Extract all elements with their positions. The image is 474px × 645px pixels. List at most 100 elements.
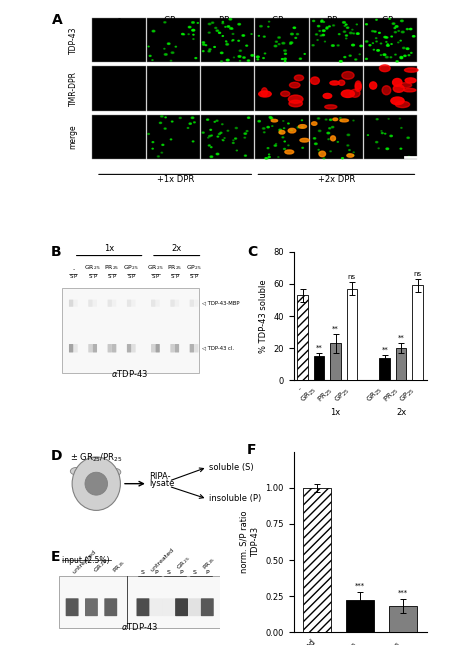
Ellipse shape [347, 134, 350, 135]
Ellipse shape [216, 30, 219, 32]
Text: RIPA-: RIPA- [149, 471, 171, 481]
Ellipse shape [377, 50, 379, 51]
Ellipse shape [299, 124, 307, 128]
Text: 2x: 2x [172, 244, 182, 253]
Ellipse shape [323, 94, 332, 99]
Ellipse shape [322, 34, 325, 35]
Ellipse shape [391, 97, 404, 104]
Ellipse shape [328, 26, 330, 27]
Text: S: S [141, 570, 145, 575]
Ellipse shape [326, 28, 328, 29]
Ellipse shape [108, 468, 121, 476]
Ellipse shape [390, 135, 392, 137]
Ellipse shape [401, 31, 404, 33]
Ellipse shape [321, 20, 323, 21]
Ellipse shape [405, 78, 416, 83]
Bar [201, 115, 255, 159]
Ellipse shape [161, 152, 163, 153]
Ellipse shape [83, 500, 96, 508]
Ellipse shape [278, 37, 280, 38]
Ellipse shape [283, 148, 285, 150]
Ellipse shape [211, 22, 214, 23]
Text: ◁ TDP-43-MBP: ◁ TDP-43-MBP [202, 301, 240, 306]
Text: GP$_{25}$: GP$_{25}$ [186, 263, 202, 272]
Ellipse shape [226, 59, 229, 61]
Bar [297, 295, 308, 381]
Ellipse shape [404, 88, 416, 92]
Ellipse shape [202, 44, 205, 45]
Bar [303, 488, 331, 632]
Ellipse shape [375, 141, 378, 143]
Text: ◁ TDP-43 cl.: ◁ TDP-43 cl. [202, 346, 235, 351]
Bar [412, 286, 423, 381]
Text: PR$_{25}$: PR$_{25}$ [111, 557, 128, 575]
Ellipse shape [380, 65, 390, 72]
Ellipse shape [207, 119, 209, 120]
Text: +1x DPR: +1x DPR [156, 175, 194, 184]
Ellipse shape [281, 91, 290, 97]
Ellipse shape [410, 28, 412, 30]
Text: PR$_{25}$: PR$_{25}$ [201, 555, 218, 572]
Ellipse shape [288, 123, 289, 124]
Text: S: S [152, 273, 155, 279]
Ellipse shape [164, 54, 167, 55]
Ellipse shape [246, 130, 248, 132]
Text: TDP-43: TDP-43 [69, 26, 78, 54]
Text: GR$_{25}$: GR$_{25}$ [163, 15, 184, 27]
Text: untreated: untreated [149, 547, 175, 572]
Bar [364, 115, 418, 159]
FancyBboxPatch shape [104, 599, 117, 616]
Ellipse shape [376, 41, 377, 42]
Ellipse shape [247, 60, 250, 61]
Ellipse shape [365, 41, 368, 42]
Ellipse shape [342, 157, 344, 159]
Y-axis label: norm. S/P ratio
TDP-43: norm. S/P ratio TDP-43 [239, 511, 260, 573]
Ellipse shape [392, 79, 402, 86]
FancyBboxPatch shape [137, 599, 149, 616]
Bar [364, 18, 418, 63]
Text: P: P [175, 273, 179, 279]
FancyBboxPatch shape [151, 299, 155, 307]
Ellipse shape [294, 75, 303, 81]
Text: $\alpha$TDP-43: $\alpha$TDP-43 [121, 621, 158, 632]
Text: P: P [74, 273, 77, 279]
Ellipse shape [257, 59, 259, 60]
Ellipse shape [406, 48, 409, 50]
Ellipse shape [382, 133, 383, 134]
Ellipse shape [315, 143, 317, 144]
Ellipse shape [282, 137, 284, 138]
Ellipse shape [219, 134, 220, 135]
Ellipse shape [290, 43, 292, 45]
Bar [59, 576, 220, 628]
Ellipse shape [192, 30, 195, 31]
Ellipse shape [269, 117, 272, 118]
Ellipse shape [246, 45, 247, 46]
Ellipse shape [214, 121, 215, 122]
Ellipse shape [401, 20, 403, 22]
Ellipse shape [226, 44, 228, 45]
Ellipse shape [251, 55, 254, 56]
Text: A: A [52, 13, 63, 27]
Ellipse shape [385, 56, 388, 58]
FancyBboxPatch shape [69, 299, 73, 307]
Ellipse shape [189, 123, 191, 124]
Ellipse shape [238, 40, 239, 41]
Ellipse shape [152, 142, 154, 143]
FancyBboxPatch shape [151, 344, 155, 353]
Ellipse shape [394, 32, 396, 33]
Ellipse shape [329, 119, 332, 121]
Ellipse shape [225, 26, 226, 27]
Ellipse shape [400, 40, 401, 41]
Ellipse shape [202, 132, 204, 134]
Ellipse shape [297, 126, 300, 128]
Ellipse shape [396, 61, 398, 62]
Ellipse shape [389, 18, 391, 19]
Ellipse shape [264, 53, 266, 54]
Bar [310, 66, 363, 111]
Ellipse shape [319, 151, 326, 157]
Ellipse shape [220, 52, 223, 54]
FancyBboxPatch shape [175, 599, 188, 616]
Text: P: P [112, 273, 116, 279]
Ellipse shape [282, 43, 285, 44]
Ellipse shape [220, 132, 222, 134]
